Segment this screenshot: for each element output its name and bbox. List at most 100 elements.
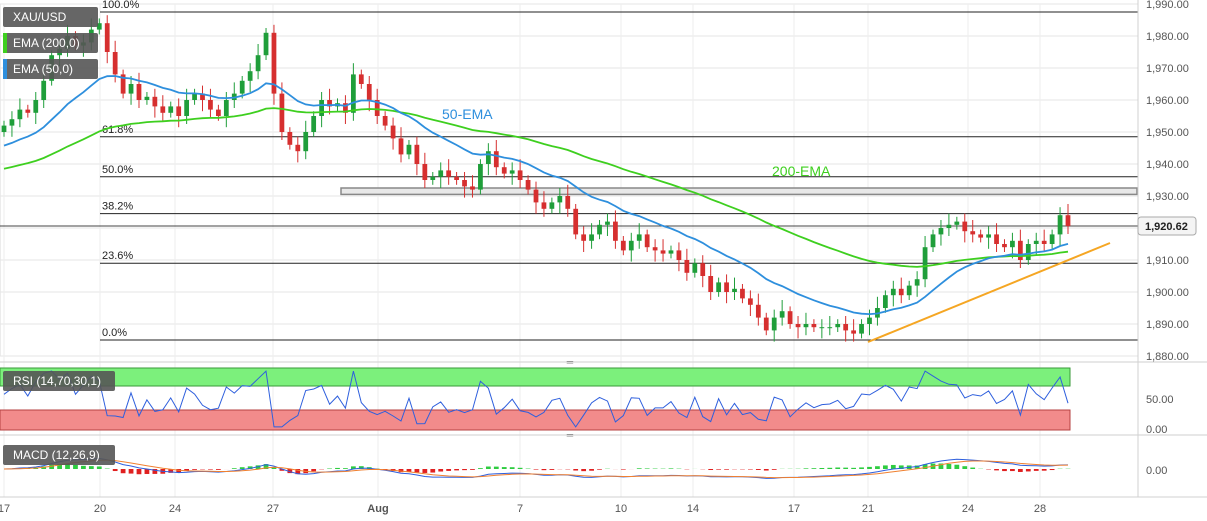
ascending-trendline [867,242,1111,343]
candle-body [724,282,729,292]
candle-body [462,180,467,187]
macd-histogram-bar [644,468,650,469]
macd-histogram-bar [843,467,849,469]
candle-body [41,80,47,100]
candle-body [144,96,150,100]
macd-histogram-bar [859,467,864,469]
candle-body [247,71,253,81]
candle-body [446,170,452,177]
macd-histogram-bar [708,469,714,471]
candle-body [819,327,825,329]
macd-histogram-bar [422,469,428,473]
resistance-zone-box [340,187,1138,196]
candle-body [509,170,515,174]
legend-ema50-label: EMA (50,0) [13,62,73,76]
candle-body [470,186,475,190]
candle-body [851,330,856,334]
candle-body [914,279,920,286]
candle-body [1041,240,1047,244]
ema-50-line [3,75,1069,316]
candle-body [930,234,936,248]
macd-histogram-bar [1033,469,1039,471]
candle-body [17,109,23,120]
macd-histogram-bar [263,464,269,469]
macd-histogram-bar [597,469,602,470]
macd-histogram-bar [954,464,960,469]
ema-200-annotation: 200-EMA [772,163,831,179]
candle-body [628,240,634,251]
candle-body [279,93,285,132]
macd-histogram-bar [168,469,174,473]
price-tag-box [1137,216,1197,236]
candle-body [541,202,547,209]
candle-body [835,324,841,328]
macd-histogram-bar [668,468,674,469]
candle-body [787,311,793,324]
legend-ema50-box [3,59,98,79]
macd-histogram-bar [589,469,594,471]
candle-body [398,138,404,155]
candle-body [1025,244,1031,260]
candle-body [358,74,364,84]
rsi-oversold-zone [0,409,1071,431]
candle-body [922,247,928,280]
macd-histogram-bar [81,465,86,469]
y-tick-label: 1,930.00 [1146,191,1189,203]
macd-histogram-bar [716,469,722,470]
candle-body [120,74,126,94]
macd-histogram-bar [73,464,78,469]
ema-50-annotation: 50-EMA [442,106,493,122]
macd-histogram-bar [914,465,920,469]
macd-histogram-bar [509,467,515,469]
candle-body [581,234,587,241]
candle-body [906,285,912,296]
macd-histogram-bar [470,469,475,470]
macd-histogram-bar [239,467,245,469]
candle-body [589,234,594,241]
candle-body [1002,244,1007,248]
candle-body [668,250,674,254]
candle-body [168,106,174,113]
macd-histogram-bar [922,464,928,469]
candle-body [605,221,610,225]
candle-body [1049,234,1055,244]
rsi-label-box [3,371,115,391]
macd-histogram-bar [851,467,856,469]
candle-body [970,231,976,235]
macd-histogram-bar [335,467,340,469]
candle-body [295,144,301,152]
candle-body [740,288,745,299]
y-tick-label: 1,970.00 [1146,63,1189,75]
macd-histogram-bar [192,469,197,470]
indicator-panels: ══ [0,357,1207,479]
macd-histogram-bar [231,468,237,469]
x-tick-label: 17 [0,503,10,515]
candle-body [533,189,539,203]
candle-body [565,196,571,209]
fibonacci-levels: 100.0% 61.8% 50.0% 38.2% 23.6% 0.0% [0,0,1138,341]
candle-body [422,164,428,180]
candle-body [978,234,984,238]
main-panel [0,3,1139,357]
labels: 50-EMA 200-EMA 1,920.62 XAU/USD EMA (200,0) E… [3,7,1197,465]
candle-body [1017,240,1023,260]
fib-label: 100.0% [102,0,140,11]
macd-histogram-bar [1049,469,1055,471]
candle-body [620,240,626,251]
macd-histogram-bar [636,468,642,469]
candle-body [152,96,158,107]
macd-histogram-bar [176,469,182,473]
candle-body [954,221,960,225]
macd-histogram-bar [271,467,277,469]
candle-body [962,221,968,232]
panel-grip: ═ [566,357,574,367]
candle-body [549,202,555,209]
y-tick-label: 1,910.00 [1146,255,1189,267]
macd-label-box [3,445,115,465]
candle-body [374,100,380,116]
candle-body [96,23,102,30]
candle-body [25,109,31,113]
macd-histogram-bar [247,466,253,469]
macd-histogram-bar [1041,469,1047,471]
